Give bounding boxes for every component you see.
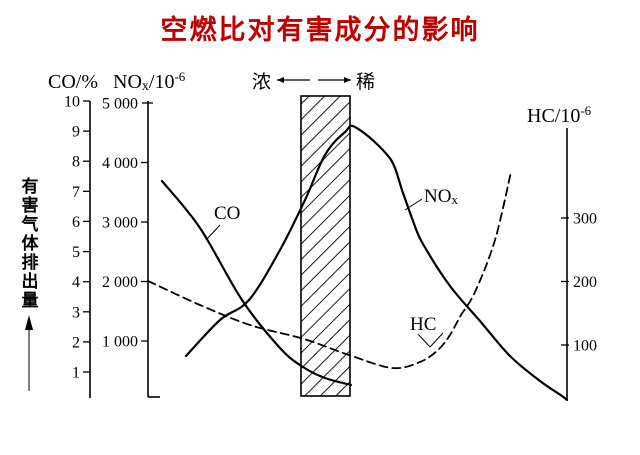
svg-text:HC/10-6: HC/10-6 xyxy=(527,103,592,128)
svg-text:稀: 稀 xyxy=(356,71,375,93)
svg-text:量: 量 xyxy=(22,290,39,310)
svg-text:5 000: 5 000 xyxy=(102,96,138,113)
svg-text:排: 排 xyxy=(22,252,39,272)
svg-text:害: 害 xyxy=(22,195,39,215)
svg-text:7: 7 xyxy=(72,184,80,201)
svg-text:出: 出 xyxy=(22,271,39,291)
svg-text:300: 300 xyxy=(573,211,597,228)
svg-text:2 000: 2 000 xyxy=(102,274,138,291)
svg-text:10: 10 xyxy=(64,94,80,111)
svg-text:NOx/10-6: NOx/10-6 xyxy=(113,69,186,95)
svg-text:8: 8 xyxy=(72,154,80,171)
svg-text:6: 6 xyxy=(72,214,80,231)
svg-text:4: 4 xyxy=(72,274,80,291)
svg-text:4 000: 4 000 xyxy=(102,155,138,172)
svg-text:1 000: 1 000 xyxy=(102,334,138,351)
svg-text:有: 有 xyxy=(22,176,39,196)
svg-text:1: 1 xyxy=(72,365,80,382)
svg-text:浓: 浓 xyxy=(252,71,271,93)
svg-text:2: 2 xyxy=(72,334,80,351)
svg-text:200: 200 xyxy=(573,274,597,291)
svg-text:9: 9 xyxy=(72,124,80,141)
svg-text:气: 气 xyxy=(21,214,39,234)
svg-text:NOx: NOx xyxy=(424,186,458,207)
svg-text:3: 3 xyxy=(72,304,80,321)
svg-text:5: 5 xyxy=(72,244,80,261)
svg-text:HC: HC xyxy=(410,314,436,335)
svg-text:体: 体 xyxy=(22,233,40,253)
svg-text:CO/%: CO/% xyxy=(48,71,98,93)
svg-text:3 000: 3 000 xyxy=(102,215,138,232)
svg-text:100: 100 xyxy=(573,338,597,355)
svg-text:CO: CO xyxy=(214,203,240,224)
